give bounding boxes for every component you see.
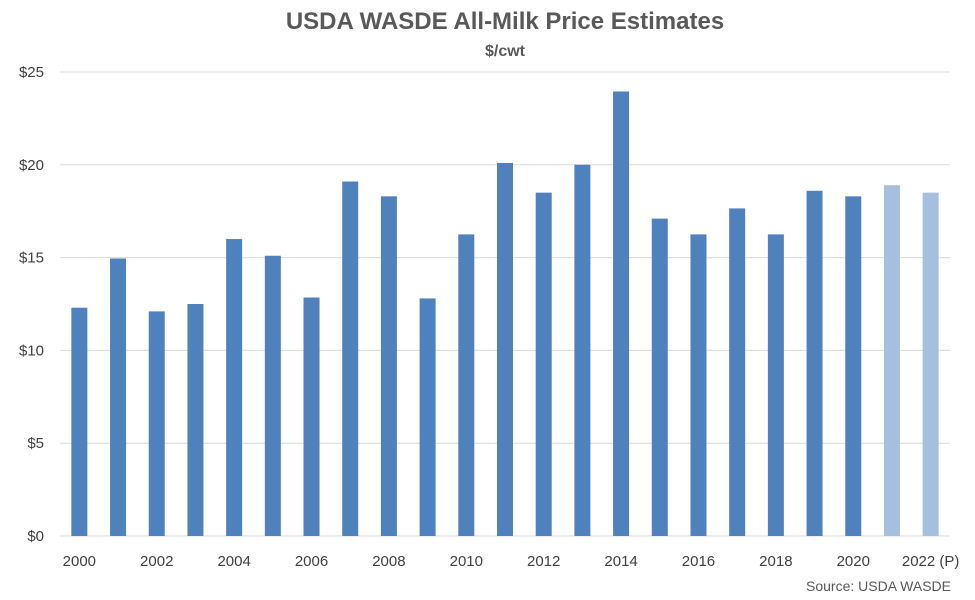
bar: [729, 208, 746, 536]
bar: [806, 190, 823, 536]
bar: [148, 311, 165, 536]
bar: [497, 162, 513, 536]
y-tick-label: $10: [19, 342, 44, 359]
bar: [458, 234, 475, 536]
bar: [651, 218, 668, 536]
bar: [342, 181, 359, 536]
x-tick-label: 2002: [140, 553, 173, 570]
x-tick-label: 2006: [295, 553, 328, 570]
bar: [845, 196, 862, 537]
bar: [922, 192, 939, 536]
source-note: Source: USDA WASDE: [806, 578, 951, 594]
x-tick-label: 2020: [837, 553, 870, 570]
bar: [303, 297, 320, 536]
bar: [883, 185, 900, 536]
bar: [613, 91, 630, 536]
bar: [767, 234, 784, 536]
x-tick-label: 2022 (P): [902, 553, 960, 570]
y-tick-label: $0: [27, 528, 44, 545]
x-tick-label: 2008: [372, 553, 405, 570]
bar: [690, 234, 707, 536]
x-tick-label: 2018: [759, 553, 792, 570]
chart-title: USDA WASDE All-Milk Price Estimates: [285, 8, 725, 35]
y-tick-label: $20: [19, 157, 44, 174]
y-tick-label: $5: [27, 435, 44, 452]
bar: [574, 164, 591, 537]
y-tick-label: $25: [19, 64, 44, 81]
bar: [535, 192, 552, 536]
x-tick-label: 2016: [682, 553, 715, 570]
x-tick-label: 2000: [63, 553, 96, 570]
chart-subtitle: $/cwt: [484, 43, 525, 60]
bar: [264, 255, 281, 536]
bar: [226, 239, 243, 537]
x-tick-label: 2014: [604, 553, 637, 570]
bar: [380, 196, 397, 537]
bar: [110, 258, 127, 536]
x-tick-label: 2004: [217, 553, 250, 570]
bar: [187, 304, 204, 536]
x-tick-label: 2012: [527, 553, 560, 570]
x-tick-label: 2010: [450, 553, 483, 570]
y-tick-label: $15: [19, 250, 44, 267]
bar: [71, 307, 88, 536]
bar: [419, 298, 436, 536]
